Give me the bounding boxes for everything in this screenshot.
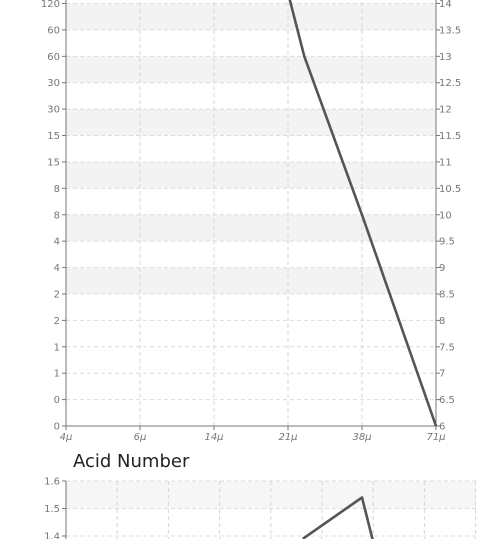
chart2-title: Acid Number bbox=[73, 451, 190, 472]
chart1-band bbox=[66, 109, 436, 136]
chart1-series-line bbox=[288, 0, 438, 427]
chart1-left-tick-label: 30 bbox=[47, 78, 60, 89]
chart1-right-tick-label: 8.5 bbox=[439, 289, 455, 300]
chart1-series bbox=[288, 0, 438, 427]
chart1-left-tick-label: 1 bbox=[54, 342, 60, 353]
chart1-left-tick-label: 0 bbox=[54, 422, 60, 433]
chart1-right-tick-label: 6 bbox=[439, 422, 445, 433]
chart1-band bbox=[66, 3, 436, 30]
chart1-left-tick-label: 2 bbox=[54, 289, 60, 300]
chart1-left-tick-label: 15 bbox=[47, 157, 60, 168]
chart1-left-tick-label: 0 bbox=[54, 395, 60, 406]
chart1-right-tick-label: 7.5 bbox=[439, 342, 455, 353]
chart1-left-tick-label: 60 bbox=[47, 25, 60, 36]
chart1-x-tick-label: 38μ bbox=[352, 432, 371, 443]
chart1-left-tick-label: 120 bbox=[41, 0, 60, 10]
chart1-right-ticks: 14 13.5 13 12.5 12 11.5 11 10.5 10 9.5 9 8.5 8 7.5 7 6.… bbox=[436, 0, 461, 433]
chart2-left-tick-label: 1.4 bbox=[44, 532, 60, 539]
chart2-left-tick-label: 1.5 bbox=[44, 504, 60, 515]
chart1-left-ticks: 120 60 60 30 30 15 15 8 8 4 4 2 2 1 1 0 0 bbox=[41, 0, 66, 433]
chart1-right-tick-label: 11.5 bbox=[439, 131, 461, 142]
chart1-left-tick-label: 15 bbox=[47, 131, 60, 142]
chart1-left-tick-label: 1 bbox=[54, 369, 60, 380]
chart1-x-tick-label: 14μ bbox=[204, 432, 223, 443]
chart1-bands bbox=[66, 3, 436, 294]
chart2-left-tick-label: 1.6 bbox=[44, 477, 60, 488]
chart1-right-tick-label: 14 bbox=[439, 0, 452, 10]
chart1-right-tick-label: 9.5 bbox=[439, 237, 455, 248]
chart1-right-tick-label: 12 bbox=[439, 105, 452, 116]
chart2-series bbox=[302, 496, 374, 539]
chart1-x-tick-label: 21μ bbox=[278, 432, 297, 443]
chart1-right-tick-label: 11 bbox=[439, 157, 452, 168]
chart1-horizontal-gridlines bbox=[66, 3, 436, 401]
chart1-x-ticks: 4μ 6μ 14μ 21μ 38μ 71μ bbox=[60, 426, 446, 443]
chart1-band bbox=[66, 214, 436, 242]
chart1-right-tick-label: 6.5 bbox=[439, 395, 455, 406]
chart1-vertical-gridlines bbox=[139, 0, 363, 426]
chart1-left-tick-label: 2 bbox=[54, 316, 60, 327]
chart1-right-tick-label: 9 bbox=[439, 263, 445, 274]
chart1-left-tick-label: 8 bbox=[54, 184, 60, 195]
chart1-band bbox=[66, 267, 436, 294]
chart1-right-tick-label: 10.5 bbox=[439, 184, 461, 195]
chart2-series-line bbox=[302, 496, 374, 539]
chart1-left-tick-label: 30 bbox=[47, 105, 60, 116]
chart1-band bbox=[66, 161, 436, 189]
chart1-right-tick-label: 13.5 bbox=[439, 25, 461, 36]
chart2-vertical-gridlines bbox=[116, 481, 477, 539]
chart1-band bbox=[66, 56, 436, 83]
chart1-right-tick-label: 7 bbox=[439, 369, 445, 380]
chart1-x-tick-label: 4μ bbox=[60, 432, 73, 443]
chart1-right-tick-label: 10 bbox=[439, 210, 452, 221]
chart1-left-tick-label: 60 bbox=[47, 52, 60, 63]
chart1-right-tick-label: 8 bbox=[439, 316, 445, 327]
chart1-left-tick-label: 8 bbox=[54, 210, 60, 221]
chart1-right-tick-label: 12.5 bbox=[439, 78, 461, 89]
chart2-horizontal-gridlines bbox=[66, 480, 476, 537]
chart1-left-tick-label: 4 bbox=[54, 237, 60, 248]
chart1-x-tick-label: 6μ bbox=[134, 432, 147, 443]
chart1-x-tick-label: 71μ bbox=[426, 432, 445, 443]
chart1-left-tick-label: 4 bbox=[54, 263, 60, 274]
chart1-right-tick-label: 13 bbox=[439, 52, 452, 63]
chart2-left-ticks: 1.6 1.5 1.4 bbox=[44, 477, 66, 539]
